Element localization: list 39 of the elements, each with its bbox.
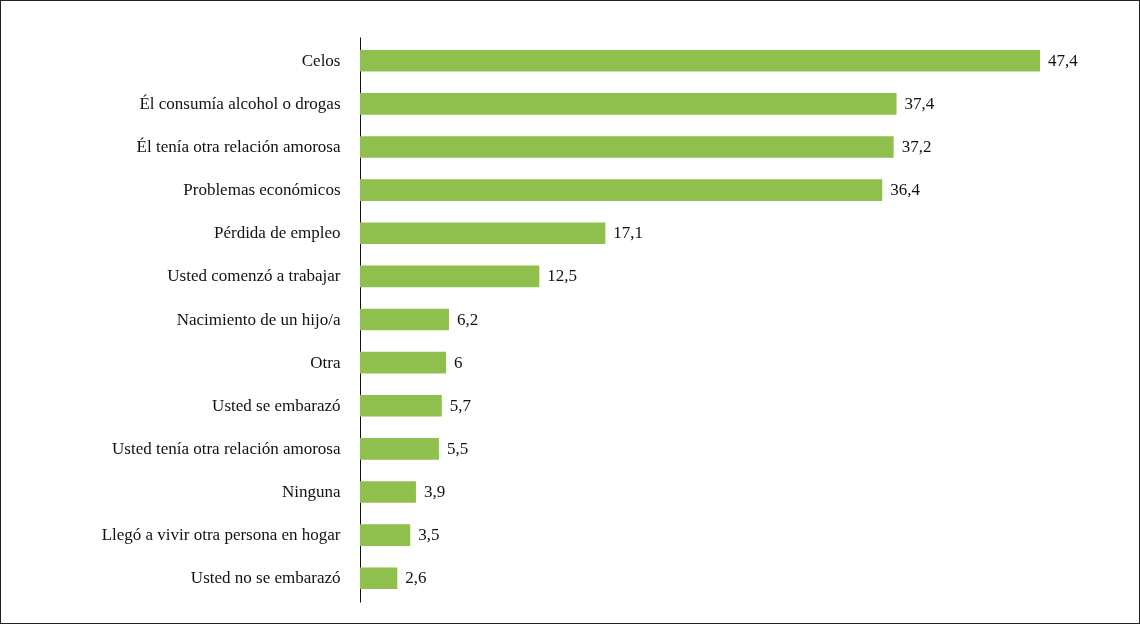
- bar: [360, 49, 1040, 72]
- data-label: 5,7: [449, 395, 472, 415]
- data-label: 3,5: [418, 525, 440, 545]
- bar: [360, 179, 883, 201]
- bar: [360, 438, 439, 460]
- bar: [360, 394, 442, 417]
- bar: [360, 481, 416, 503]
- data-label: 36,4: [890, 180, 921, 200]
- data-label: 6,2: [456, 309, 479, 329]
- y-tick-label: Llegó a vivir otra persona en hogar: [101, 525, 341, 545]
- data-label: 3,9: [423, 482, 446, 502]
- data-label: 6: [454, 352, 463, 372]
- y-tick-label: Usted tenía otra relación amorosa: [112, 438, 341, 458]
- data-label: 17,1: [613, 223, 644, 243]
- bar: [360, 93, 897, 115]
- y-tick-label: Ninguna: [281, 482, 341, 502]
- y-tick-label: Usted no se embarazó: [190, 568, 341, 588]
- data-label: 5,5: [446, 438, 469, 458]
- bar: [360, 524, 411, 546]
- y-tick-label: Él consumía alcohol o drogas: [139, 93, 341, 113]
- y-tick-label: Pérdida de empleo: [213, 223, 341, 243]
- bar: [360, 222, 606, 245]
- bar: [360, 351, 447, 374]
- data-label: 2,6: [405, 568, 427, 588]
- bar: [360, 567, 398, 590]
- y-tick-label: Celos: [301, 50, 341, 70]
- data-label: 37,2: [901, 136, 932, 156]
- y-tick-label: Nacimiento de un hijo/a: [176, 309, 341, 329]
- y-tick-label: Problemas económicos: [183, 180, 341, 200]
- y-tick-label: Él tenía otra relación amorosa: [136, 136, 341, 156]
- y-tick-label: Otra: [310, 352, 341, 372]
- bar: [360, 308, 449, 331]
- data-label: 47,4: [1048, 50, 1079, 70]
- y-tick-label: Usted se embarazó: [212, 395, 341, 415]
- bar: [360, 136, 894, 158]
- data-label: 37,4: [904, 93, 935, 113]
- bar: [360, 265, 540, 288]
- y-tick-label: Usted comenzó a trabajar: [167, 266, 341, 286]
- data-label: 12,5: [547, 266, 578, 286]
